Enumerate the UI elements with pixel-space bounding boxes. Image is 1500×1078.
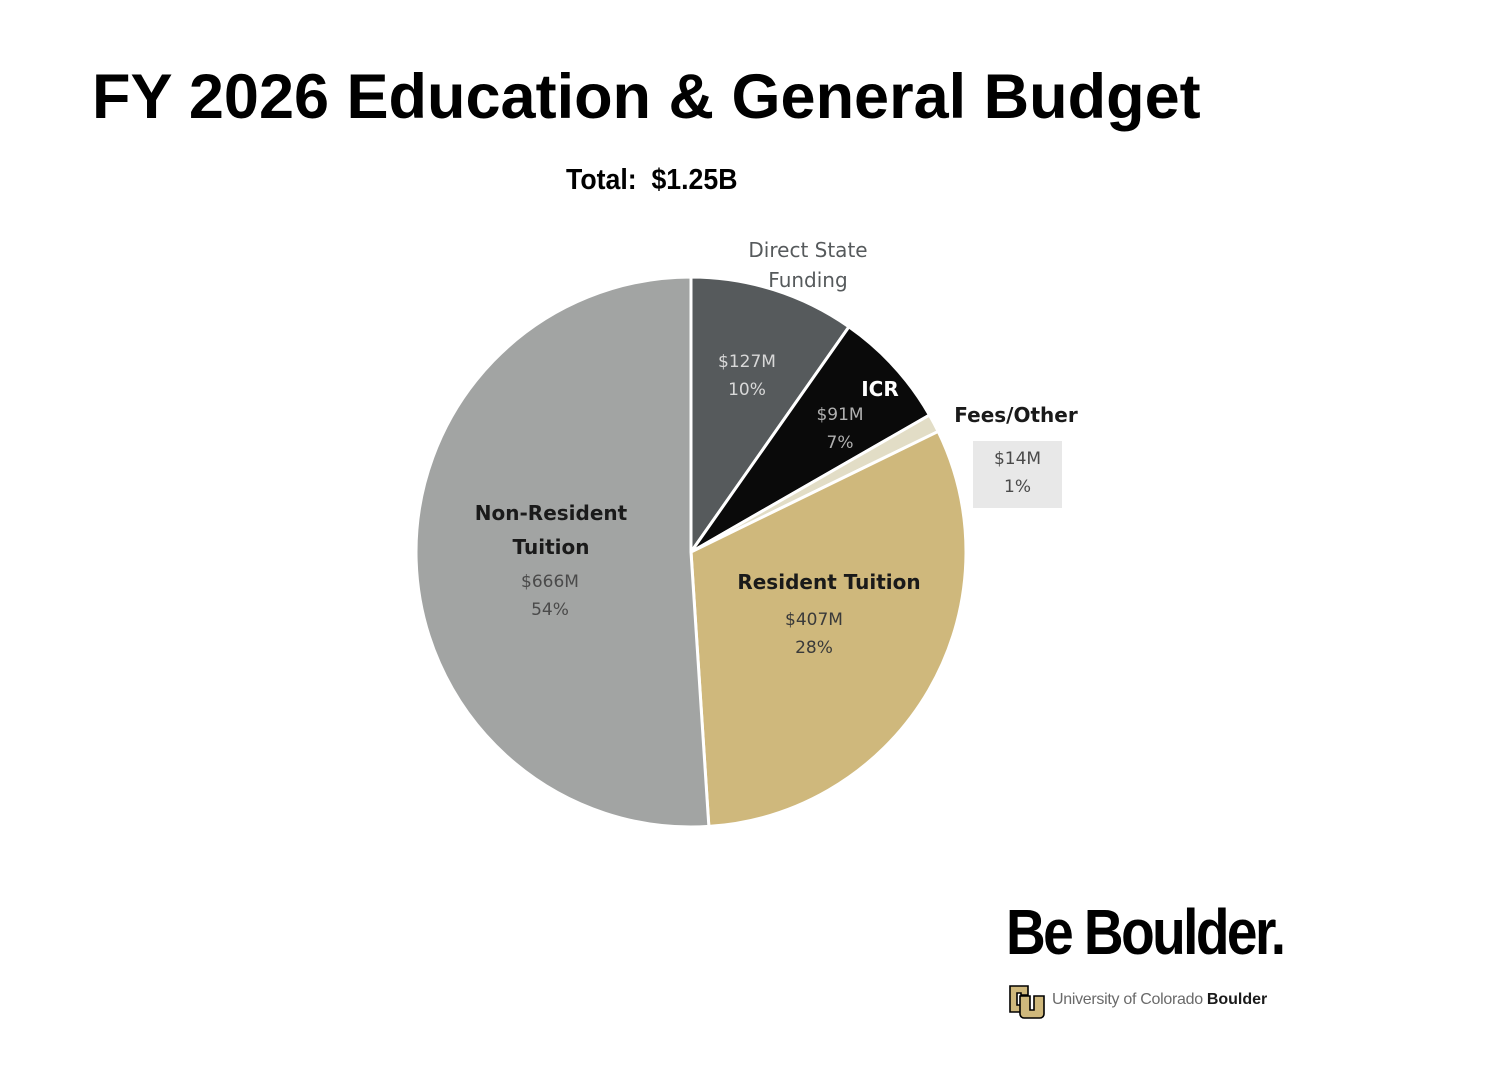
percent-resident-tuition: 28% <box>795 638 833 658</box>
label-direct-state-funding: Direct State Funding <box>748 233 867 297</box>
percent-non-resident-tuition: 54% <box>531 600 569 620</box>
slice-resident-tuition <box>689 429 968 828</box>
slice-icr <box>689 325 931 554</box>
label-non-resident-tuition-line2: Tuition <box>512 535 590 559</box>
percent-direct-state-funding: 10% <box>728 380 766 400</box>
university-wordmark: University of Colorado Boulder <box>1006 980 1267 1020</box>
percent-icr: 7% <box>826 433 854 453</box>
chart-subtitle-total: Total: $1.25B <box>566 164 738 196</box>
university-name: University of Colorado <box>1052 991 1203 1008</box>
values-icr: $91M 7% <box>816 401 863 457</box>
label-non-resident-tuition-line1: Non-Resident <box>474 501 628 525</box>
label-icr: ICR <box>861 377 899 401</box>
amount-non-resident-tuition: $666M <box>521 572 579 592</box>
label-resident-tuition: Resident Tuition <box>737 570 921 594</box>
slice-non-resident-tuition <box>414 275 711 829</box>
values-non-resident-tuition: $666M 54% <box>521 568 579 624</box>
amount-fees-other: $14M <box>993 449 1042 469</box>
brand-slogan: Be Boulder. <box>1006 896 1286 968</box>
university-campus: Boulder <box>1206 991 1268 1008</box>
label-direct-state-funding-line2: Funding <box>768 268 848 292</box>
label-direct-state-funding-line1: Direct State <box>748 238 868 262</box>
amount-resident-tuition: $407M <box>785 610 843 630</box>
slice-direct-state-funding <box>689 275 851 554</box>
brand-block: Be Boulder. University of Colorado Bould… <box>1006 896 1351 1019</box>
values-resident-tuition: $407M 28% <box>785 606 843 662</box>
label-non-resident-tuition: Non-Resident Tuition <box>475 496 627 564</box>
values-fees-other-box: $14M 1% <box>973 441 1062 508</box>
cu-interlocking-logo-icon <box>1009 985 1045 1019</box>
amount-direct-state-funding: $127M <box>718 352 776 372</box>
label-fees-other: Fees/Other <box>954 403 1078 427</box>
percent-fees-other: 1% <box>1004 477 1031 497</box>
chart-title: FY 2026 Education & General Budget <box>92 62 1201 132</box>
pie-slices <box>414 275 968 829</box>
values-direct-state-funding: $127M 10% <box>718 348 776 404</box>
amount-icr: $91M <box>816 405 864 425</box>
